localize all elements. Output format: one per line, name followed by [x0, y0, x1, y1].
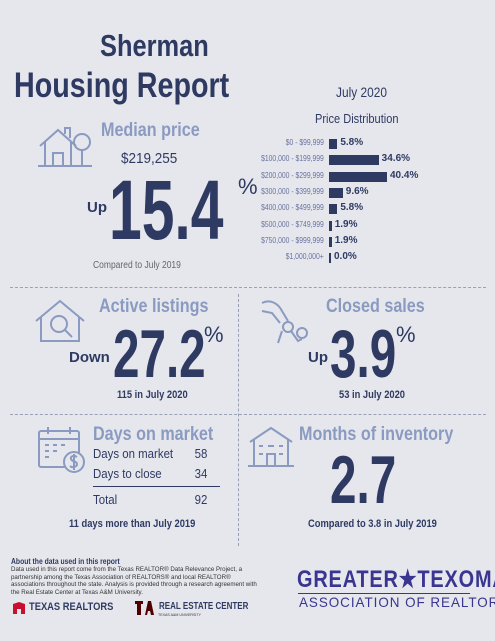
closed-sales-change: 3.9	[330, 316, 397, 392]
median-price-change: 15.4	[109, 163, 224, 257]
building-icon	[248, 426, 294, 467]
dom-total-value: 92	[194, 492, 208, 507]
price-distribution-row: $1,000,000+ 0.0%	[240, 251, 495, 265]
active-listings-direction: Down	[69, 349, 110, 366]
price-bar	[329, 204, 338, 215]
dom-total-label: Total	[93, 492, 118, 507]
real-estate-center-sub: TEXAS A&M UNIVERSITY	[158, 612, 202, 617]
price-bar-value: 1.9%	[334, 234, 358, 246]
days-on-market-detail: 11 days more than July 2019	[69, 518, 196, 530]
median-price-percent-sign: %	[238, 174, 258, 199]
price-range-label: $500,000 - $749,999	[261, 219, 324, 229]
median-price-comparison: Compared to July 2019	[93, 260, 181, 271]
hand-keys-icon	[261, 300, 308, 344]
closed-sales-direction: Up	[308, 349, 328, 366]
price-bar	[329, 253, 331, 264]
logo-rule	[298, 593, 470, 594]
price-distribution-row: $400,000 - $499,999 5.8%	[240, 202, 495, 216]
price-distribution-title: Price Distribution	[315, 111, 399, 126]
closed-sales-label: Closed sales	[326, 296, 425, 317]
dom-row-value: 58	[194, 446, 208, 461]
price-bar	[329, 187, 343, 198]
calendar-dollar-icon	[38, 427, 85, 473]
price-distribution-row: $0 - $99,999 5.8%	[240, 137, 495, 151]
dom-row-value: 34	[194, 466, 208, 481]
texas-realtors-logo: TEXAS REALTORS	[29, 601, 114, 613]
price-bar	[329, 139, 338, 149]
price-bar	[329, 171, 387, 182]
dom-row-days-on-market: Days on market 58	[93, 446, 207, 461]
active-listings-detail: 115 in July 2020	[117, 389, 188, 401]
dom-row-total: Total 92	[93, 492, 207, 507]
divider	[10, 414, 486, 415]
price-range-label: $400,000 - $499,999	[261, 203, 324, 213]
price-bar-value: 1.9%	[334, 218, 358, 230]
house-magnifier-icon	[35, 299, 85, 342]
price-range-label: $1,000,000+	[285, 252, 324, 262]
price-distribution-row: $100,000 - $199,999 34.6%	[240, 153, 495, 167]
months-inventory-value: 2.7	[330, 442, 397, 518]
months-inventory-detail: Compared to 3.8 in July 2019	[308, 518, 437, 530]
median-price-direction: Up	[87, 199, 107, 216]
dom-row-days-to-close: Days to close 34	[93, 466, 207, 481]
active-listings-change: 27.2	[113, 316, 206, 392]
divider	[238, 294, 239, 546]
price-bar-value: 5.8%	[340, 137, 364, 148]
active-listings-label: Active listings	[99, 296, 209, 317]
real-estate-center-logo: REAL ESTATE CENTER	[159, 601, 249, 612]
price-distribution-row: $500,000 - $749,999 1.9%	[240, 219, 495, 233]
texas-realtors-logo-mark	[12, 601, 26, 615]
price-range-label: $750,000 - $999,999	[261, 235, 324, 245]
price-distribution-row: $750,000 - $999,999 1.9%	[240, 235, 495, 249]
dom-row-label: Days to close	[93, 466, 162, 481]
price-range-label: $300,000 - $399,999	[261, 186, 324, 196]
city-name: Sherman	[100, 28, 209, 63]
report-month: July 2020	[336, 84, 387, 100]
days-on-market-label: Days on market	[93, 424, 214, 445]
report-title: Housing Report	[14, 66, 230, 105]
closed-sales-detail: 53 in July 2020	[339, 389, 406, 401]
price-bar-value: 40.4%	[390, 169, 419, 181]
price-bar-value: 34.6%	[381, 153, 411, 165]
median-price-value: $219,255	[121, 150, 178, 167]
price-bar-value: 0.0%	[334, 251, 357, 263]
about-heading: About the data used in this report	[11, 557, 120, 566]
months-inventory-label: Months of inventory	[299, 424, 454, 445]
dom-total-rule	[93, 486, 220, 487]
tamu-logo-icon	[134, 599, 154, 617]
price-bar-value: 9.6%	[345, 185, 369, 197]
price-bar	[329, 236, 332, 247]
greater-texoma-logo: GREATER★TEXOMA	[297, 566, 495, 593]
price-range-label: $200,000 - $299,999	[261, 170, 324, 180]
closed-sales-percent-sign: %	[396, 322, 416, 347]
about-text: Data used in this report come from the T…	[11, 566, 257, 596]
median-price-label: Median price	[101, 120, 200, 141]
price-bar	[329, 220, 332, 231]
divider	[10, 287, 486, 288]
price-bar	[329, 155, 379, 166]
price-bar-value: 5.8%	[340, 202, 364, 214]
house-tree-icon	[38, 127, 92, 167]
price-distribution-row: $300,000 - $399,999 9.6%	[240, 186, 495, 200]
association-of-realtors-logo: ASSOCIATION OF REALTORS	[299, 594, 495, 610]
price-range-label: $0 - $99,999	[285, 138, 324, 147]
price-range-label: $100,000 - $199,999	[261, 154, 324, 164]
active-listings-percent-sign: %	[204, 322, 224, 347]
price-distribution-row: $200,000 - $299,999 40.4%	[240, 170, 495, 184]
dom-row-label: Days on market	[93, 446, 174, 461]
